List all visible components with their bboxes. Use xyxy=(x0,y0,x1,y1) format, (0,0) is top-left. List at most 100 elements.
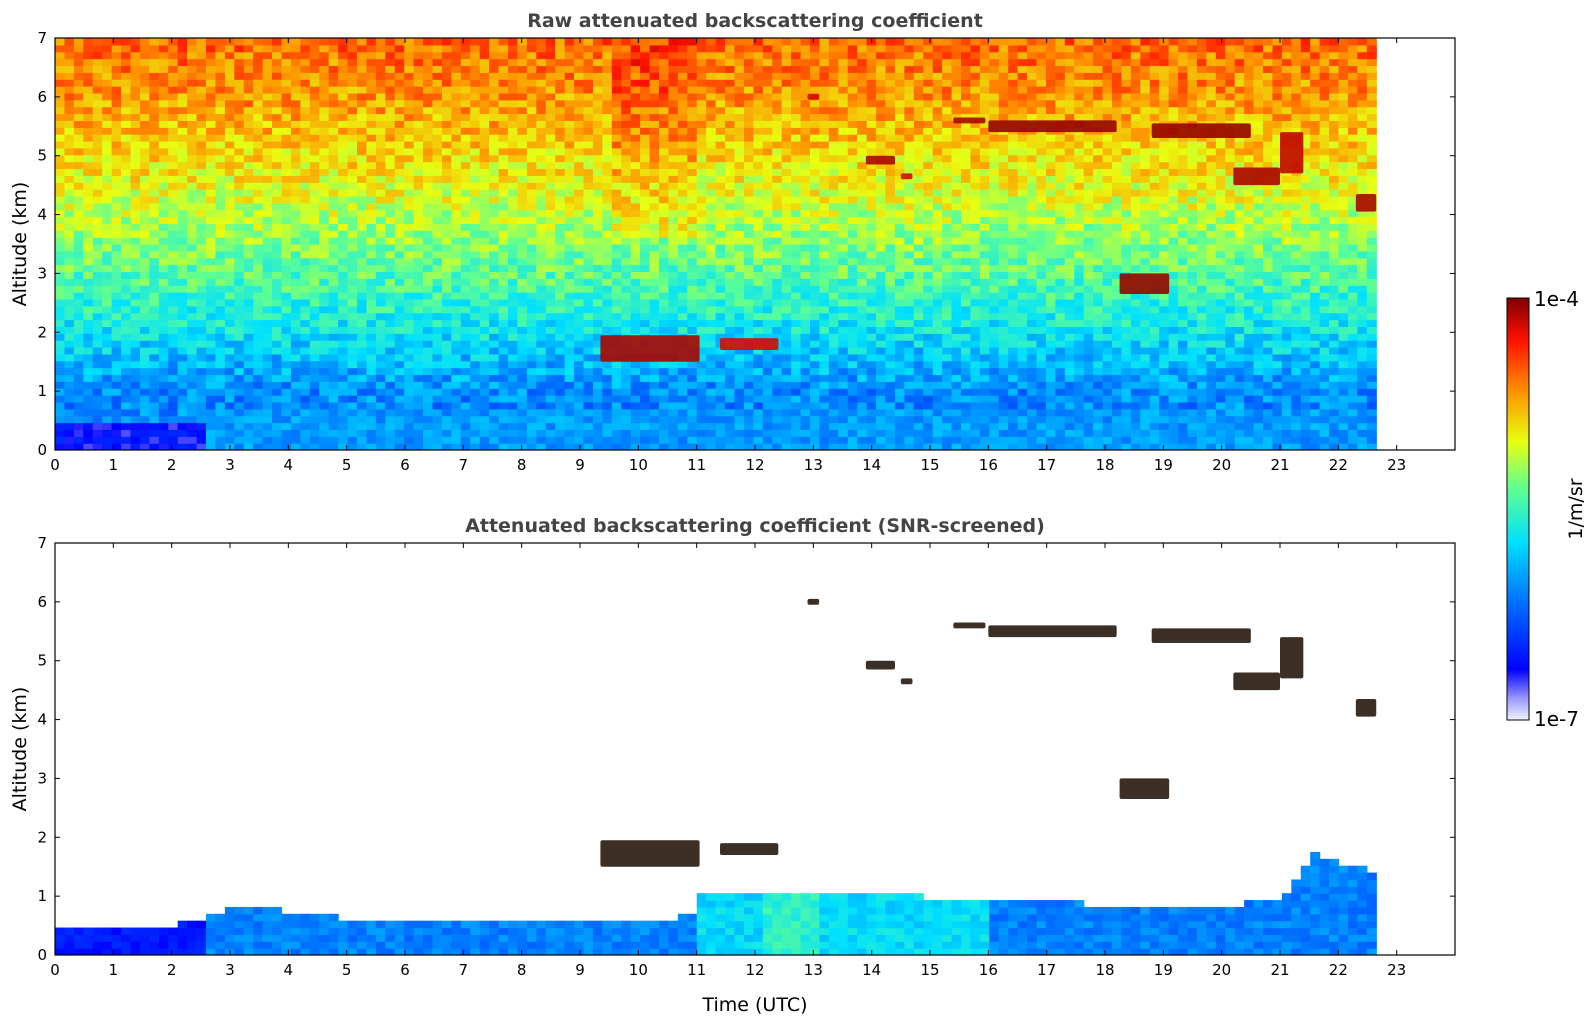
heatmap-cell xyxy=(328,374,339,382)
heatmap-cell xyxy=(762,415,773,424)
heatmap-cell xyxy=(111,395,122,403)
heatmap-cell xyxy=(630,381,641,389)
heatmap-cell xyxy=(489,257,500,266)
heatmap-cell xyxy=(800,168,811,176)
heatmap-cell xyxy=(602,127,613,135)
heatmap-cell xyxy=(810,395,821,403)
heatmap-cell xyxy=(451,367,462,376)
heatmap-cell xyxy=(290,292,301,300)
heatmap-cell xyxy=(687,195,698,204)
heatmap-cell xyxy=(659,388,670,396)
heatmap-cell xyxy=(772,72,783,80)
heatmap-cell xyxy=(489,388,500,396)
heatmap-cell xyxy=(130,415,141,424)
heatmap-cell xyxy=(800,333,811,341)
heatmap-cell xyxy=(234,113,245,121)
heatmap-cell xyxy=(338,113,349,121)
heatmap-cell xyxy=(441,436,452,444)
heatmap-cell xyxy=(574,113,585,121)
heatmap-cell xyxy=(781,51,792,60)
heatmap-cell xyxy=(357,347,368,355)
heatmap-cell xyxy=(659,305,670,314)
heatmap-cell xyxy=(706,401,717,410)
heatmap-cell xyxy=(385,415,396,424)
heatmap-cell xyxy=(649,443,660,450)
heatmap-cell xyxy=(555,292,566,300)
heatmap-cell xyxy=(659,72,670,80)
heatmap-cell xyxy=(92,189,103,197)
heatmap-cell xyxy=(564,51,575,60)
heatmap-cell xyxy=(92,209,103,218)
heatmap-cell xyxy=(451,38,462,46)
heatmap-cell xyxy=(441,175,452,183)
heatmap-cell xyxy=(498,216,509,224)
heatmap-cell xyxy=(394,257,405,266)
heatmap-cell xyxy=(772,127,783,135)
heatmap-cell xyxy=(357,401,368,410)
heatmap-cell xyxy=(319,429,330,437)
heatmap-cell xyxy=(262,257,273,266)
heatmap-cell xyxy=(687,374,698,382)
heatmap-cell xyxy=(92,65,103,73)
heatmap-cell xyxy=(715,257,726,266)
heatmap-cell xyxy=(526,244,537,252)
heatmap-cell xyxy=(319,347,330,355)
heatmap-cell xyxy=(583,51,594,60)
heatmap-cell xyxy=(828,113,839,121)
heatmap-cell xyxy=(536,202,547,211)
heatmap-cell xyxy=(168,257,179,266)
heatmap-cell xyxy=(677,161,688,170)
heatmap-cell xyxy=(328,285,339,293)
heatmap-cell xyxy=(498,113,509,121)
heatmap-cell xyxy=(555,360,566,369)
heatmap-cell xyxy=(394,381,405,389)
heatmap-cell xyxy=(800,120,811,128)
heatmap-cell xyxy=(819,401,830,410)
heatmap-cell xyxy=(139,264,150,273)
heatmap-cell xyxy=(300,278,311,286)
heatmap-cell xyxy=(602,395,613,403)
heatmap-cell xyxy=(602,237,613,245)
heatmap-cell xyxy=(772,388,783,396)
heatmap-cell xyxy=(800,38,811,46)
heatmap-cell xyxy=(564,353,575,362)
heatmap-cell xyxy=(696,175,707,183)
heatmap-cell xyxy=(583,44,594,53)
heatmap-cell xyxy=(121,271,132,279)
heatmap-cell xyxy=(149,120,160,128)
heatmap-cell xyxy=(385,422,396,430)
heatmap-cell xyxy=(715,58,726,67)
heatmap-cell xyxy=(602,292,613,300)
heatmap-cell xyxy=(423,401,434,410)
heatmap-cell xyxy=(130,230,141,238)
heatmap-cell xyxy=(592,209,603,218)
heatmap-cell xyxy=(347,209,358,218)
heatmap-cell xyxy=(328,340,339,348)
heatmap-cell xyxy=(517,360,528,369)
heatmap-cell xyxy=(725,72,736,80)
heatmap-cell xyxy=(715,202,726,211)
heatmap-cell xyxy=(338,285,349,293)
heatmap-cell xyxy=(262,120,273,128)
heatmap-cell xyxy=(328,65,339,73)
heatmap-cell xyxy=(158,415,169,424)
heatmap-cell xyxy=(725,298,736,307)
heatmap-cell xyxy=(177,326,188,334)
heatmap-cell xyxy=(413,374,424,382)
heatmap-cell xyxy=(564,257,575,266)
heatmap-cell xyxy=(611,195,622,204)
heatmap-cell xyxy=(828,408,839,417)
heatmap-cell xyxy=(583,436,594,444)
heatmap-cell xyxy=(385,120,396,128)
heatmap-cell xyxy=(215,257,226,266)
heatmap-cell xyxy=(394,209,405,218)
heatmap-cell xyxy=(470,113,481,121)
heatmap-cell xyxy=(677,250,688,259)
heatmap-cell xyxy=(187,278,198,286)
heatmap-cell xyxy=(215,230,226,238)
heatmap-cell xyxy=(432,106,443,115)
heatmap-cell xyxy=(781,374,792,382)
heatmap-cell xyxy=(102,271,113,279)
heatmap-cell xyxy=(583,161,594,170)
heatmap-cell xyxy=(574,195,585,204)
